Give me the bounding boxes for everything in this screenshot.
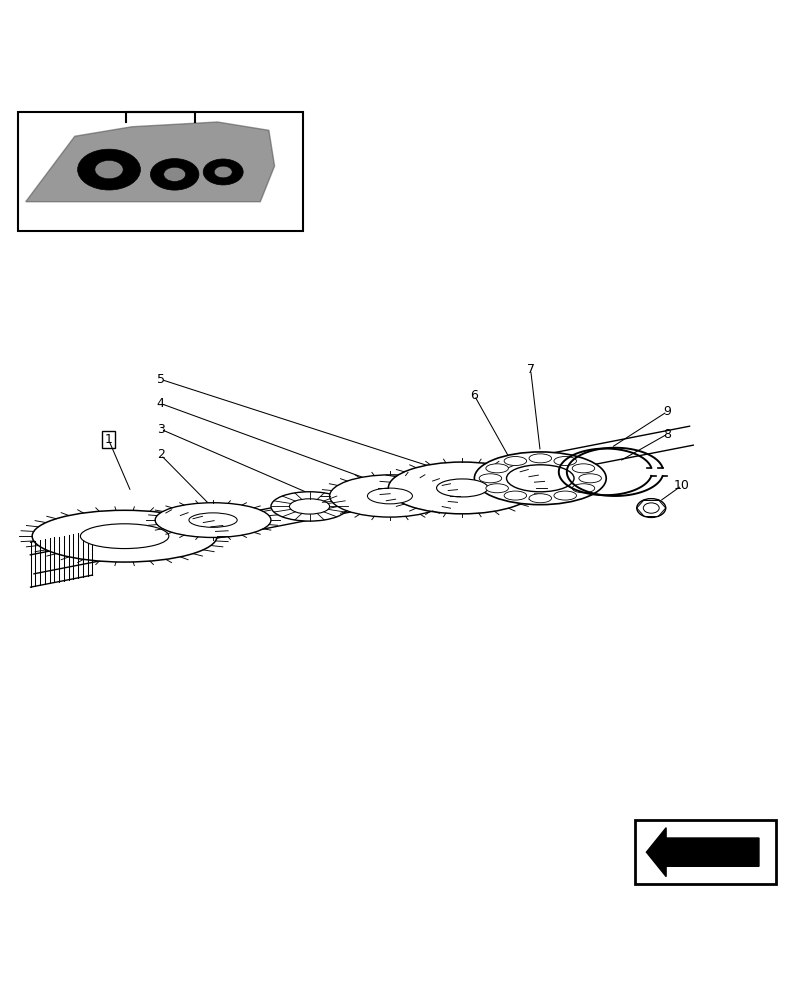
Text: 8: 8 [662,428,671,441]
Ellipse shape [203,159,243,185]
Ellipse shape [289,499,329,514]
Ellipse shape [528,494,551,503]
Ellipse shape [150,159,198,190]
Ellipse shape [388,462,536,514]
Bar [634,820,775,884]
Ellipse shape [189,513,237,527]
Text: 10: 10 [673,479,689,492]
Text: 1: 1 [104,433,112,446]
Ellipse shape [474,452,605,505]
Ellipse shape [572,484,594,493]
Polygon shape [26,122,275,202]
Ellipse shape [329,475,450,517]
Text: 7: 7 [526,363,534,376]
Ellipse shape [485,484,507,493]
Ellipse shape [503,457,526,466]
Text: 4: 4 [157,397,165,410]
Ellipse shape [155,503,271,537]
Ellipse shape [485,464,507,473]
Text: 5: 5 [157,373,165,386]
Ellipse shape [572,464,594,473]
Text: 9: 9 [662,405,671,418]
Ellipse shape [271,492,348,521]
Ellipse shape [528,454,551,463]
Ellipse shape [642,503,658,513]
Ellipse shape [80,524,169,549]
Bar [18,112,303,231]
Text: 3: 3 [157,423,165,436]
Ellipse shape [503,491,526,500]
Ellipse shape [214,166,232,178]
Text: 2: 2 [157,448,165,461]
Polygon shape [646,828,758,877]
Text: 6: 6 [470,389,478,402]
Ellipse shape [32,510,217,562]
Ellipse shape [479,474,501,483]
Ellipse shape [436,479,487,497]
Ellipse shape [553,491,576,500]
Ellipse shape [578,474,601,483]
Ellipse shape [636,499,665,517]
Ellipse shape [78,149,141,190]
Ellipse shape [95,160,123,179]
Ellipse shape [367,488,412,504]
Ellipse shape [506,465,573,492]
Polygon shape [31,426,692,574]
Ellipse shape [553,457,576,466]
Ellipse shape [164,167,185,181]
